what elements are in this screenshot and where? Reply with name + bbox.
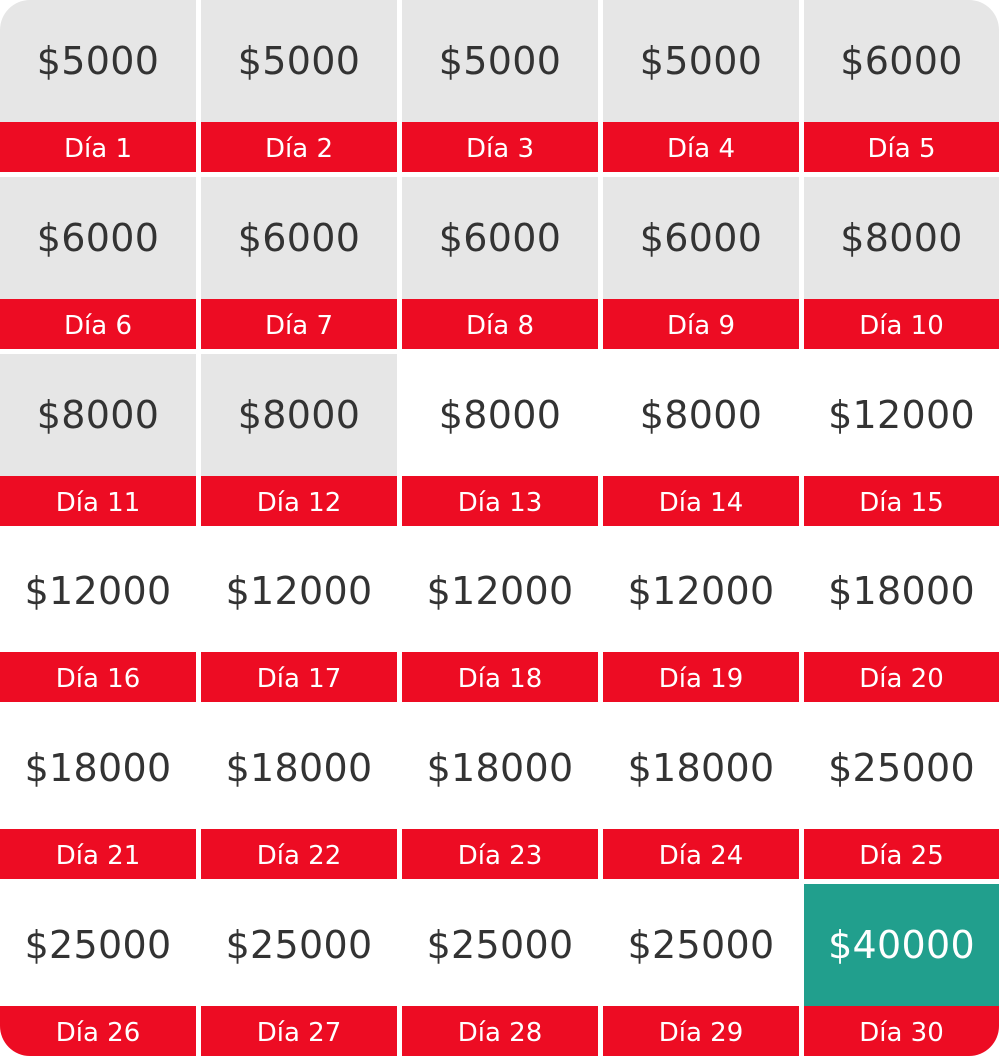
day-tile: $8000 Día 13 [402,354,598,526]
day-tile: $8000 Día 10 [804,177,999,349]
day-label: Día 5 [804,122,999,172]
day-label: Día 16 [0,652,196,702]
day-amount: $18000 [804,530,999,652]
day-tile: $12000 Día 18 [402,530,598,702]
day-tile: $18000 Día 24 [603,707,799,879]
day-tile: $18000 Día 20 [804,530,999,702]
day-tile: $18000 Día 22 [201,707,397,879]
day-amount: $5000 [402,0,598,122]
day-label: Día 17 [201,652,397,702]
day-amount: $12000 [603,530,799,652]
day-tile: $6000 Día 8 [402,177,598,349]
day-amount: $6000 [603,177,799,299]
day-tile: $25000 Día 29 [603,884,799,1056]
day-amount: $12000 [402,530,598,652]
day-label: Día 27 [201,1006,397,1056]
day-tile: $6000 Día 5 [804,0,999,172]
day-amount: $25000 [402,884,598,1006]
day-amount: $8000 [0,354,196,476]
day-tile: $5000 Día 1 [0,0,196,172]
day-label: Día 22 [201,829,397,879]
day-amount: $18000 [402,707,598,829]
day-tile: $6000 Día 9 [603,177,799,349]
day-tile: $12000 Día 19 [603,530,799,702]
day-label: Día 9 [603,299,799,349]
day-label: Día 11 [0,476,196,526]
day-tile: $8000 Día 14 [603,354,799,526]
day-label: Día 1 [0,122,196,172]
day-amount: $8000 [804,177,999,299]
day-label: Día 12 [201,476,397,526]
day-amount: $12000 [804,354,999,476]
day-tile: $12000 Día 16 [0,530,196,702]
day-label: Día 21 [0,829,196,879]
day-amount: $6000 [0,177,196,299]
day-tile: $5000 Día 3 [402,0,598,172]
day-amount: $25000 [804,707,999,829]
day-amount: $18000 [0,707,196,829]
day-amount: $8000 [603,354,799,476]
day-amount: $18000 [603,707,799,829]
day-label: Día 7 [201,299,397,349]
day-label: Día 19 [603,652,799,702]
day-label: Día 3 [402,122,598,172]
day-amount: $40000 [804,884,999,1006]
day-label: Día 20 [804,652,999,702]
day-label: Día 30 [804,1006,999,1056]
day-tile: $6000 Día 7 [201,177,397,349]
day-amount: $5000 [603,0,799,122]
day-amount: $5000 [0,0,196,122]
day-label: Día 26 [0,1006,196,1056]
day-label: Día 23 [402,829,598,879]
day-tile: $25000 Día 26 [0,884,196,1056]
day-amount: $25000 [201,884,397,1006]
day-label: Día 8 [402,299,598,349]
day-tile: $12000 Día 17 [201,530,397,702]
day-amount: $5000 [201,0,397,122]
day-amount: $12000 [0,530,196,652]
day-label: Día 4 [603,122,799,172]
day-amount: $25000 [603,884,799,1006]
day-tile: $18000 Día 23 [402,707,598,879]
day-label: Día 29 [603,1006,799,1056]
day-tile: $25000 Día 25 [804,707,999,879]
day-tile: $25000 Día 28 [402,884,598,1056]
day-amount: $25000 [0,884,196,1006]
day-label: Día 13 [402,476,598,526]
day-label: Día 10 [804,299,999,349]
day-label: Día 6 [0,299,196,349]
day-tile: $25000 Día 27 [201,884,397,1056]
day-amount: $6000 [402,177,598,299]
day-label: Día 15 [804,476,999,526]
day-amount: $18000 [201,707,397,829]
day-label: Día 28 [402,1006,598,1056]
day-label: Día 2 [201,122,397,172]
day-amount: $6000 [804,0,999,122]
day-tile: $5000 Día 4 [603,0,799,172]
day-tile: $8000 Día 12 [201,354,397,526]
day-tile: $40000 Día 30 [804,884,999,1056]
day-tile: $8000 Día 11 [0,354,196,526]
day-tile: $18000 Día 21 [0,707,196,879]
day-tile: $5000 Día 2 [201,0,397,172]
day-label: Día 18 [402,652,598,702]
day-amount: $12000 [201,530,397,652]
day-amount: $8000 [402,354,598,476]
day-label: Día 25 [804,829,999,879]
day-amount: $6000 [201,177,397,299]
day-tile: $6000 Día 6 [0,177,196,349]
day-label: Día 24 [603,829,799,879]
day-label: Día 14 [603,476,799,526]
day-tile: $12000 Día 15 [804,354,999,526]
day-amount: $8000 [201,354,397,476]
